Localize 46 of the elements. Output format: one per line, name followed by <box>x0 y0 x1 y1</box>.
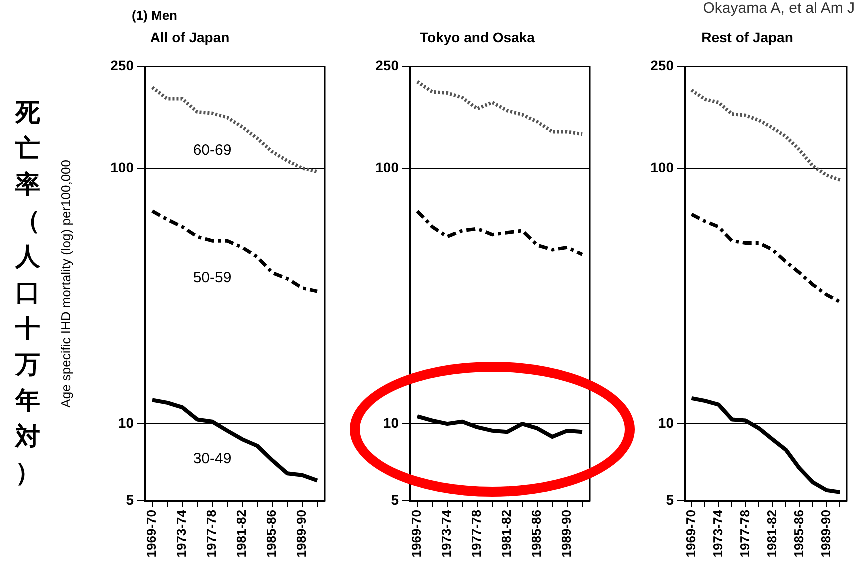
y-tick-label: 5 <box>126 492 134 508</box>
y-tick-label: 10 <box>118 414 134 431</box>
x-tick-label: 1989-90 <box>818 510 834 558</box>
line-series <box>690 88 842 182</box>
x-tick-label: 1985-86 <box>529 510 544 558</box>
x-tick-label: 1989-90 <box>559 510 574 558</box>
x-tick-label: 1985-86 <box>791 510 806 558</box>
x-tick-label: 1973-74 <box>710 509 726 558</box>
y-tick-label: 100 <box>650 159 674 176</box>
series-label: 30-49 <box>193 450 232 468</box>
x-tick-label: 1981-82 <box>499 510 514 558</box>
y-tick-label: 100 <box>376 159 400 176</box>
y-tick-label: 10 <box>383 414 400 431</box>
series-label: 50-59 <box>193 270 232 287</box>
y-tick-label: 100 <box>110 159 134 176</box>
chart-title: All of Japan <box>150 29 230 46</box>
x-tick-label: 1977-78 <box>737 510 752 558</box>
line-series <box>150 210 320 294</box>
x-tick-label: 1977-78 <box>469 510 484 558</box>
x-tick-label: 1973-74 <box>174 509 190 558</box>
y-tick-label: 250 <box>376 58 400 74</box>
text: 死亡率（人口十万年対） <box>16 98 40 487</box>
line-series <box>416 210 584 256</box>
y-tick-label: 5 <box>391 492 400 508</box>
x-tick-label: 1989-90 <box>294 510 310 558</box>
y-axis-title: Age specific IHD mortality (log) per100,000 <box>58 160 74 408</box>
y-tick-label: 10 <box>658 414 674 431</box>
x-tick-label: 1981-82 <box>764 510 780 558</box>
x-tick-label: 1969-70 <box>144 510 160 558</box>
x-tick-label: 1969-70 <box>409 510 424 558</box>
x-tick-label: 1969-70 <box>683 510 698 558</box>
line-series <box>690 212 842 304</box>
text: Okayama A, et al Am J <box>703 0 855 17</box>
x-tick-label: 1973-74 <box>439 509 454 558</box>
line-series <box>416 80 584 136</box>
x-tick-label: 1985-86 <box>264 510 280 558</box>
line-series <box>150 86 320 174</box>
y-tick-label: 250 <box>650 58 674 74</box>
text: (1) Men <box>132 8 178 23</box>
series-label: 60-69 <box>193 142 232 160</box>
y-tick-label: 250 <box>110 58 134 74</box>
x-tick-label: 1981-82 <box>234 510 250 558</box>
y-tick-label: 5 <box>666 492 674 508</box>
chart-title: Tokyo and Osaka <box>420 29 536 46</box>
x-tick-label: 1977-78 <box>204 510 220 558</box>
chart-title: Rest of Japan <box>702 29 794 46</box>
